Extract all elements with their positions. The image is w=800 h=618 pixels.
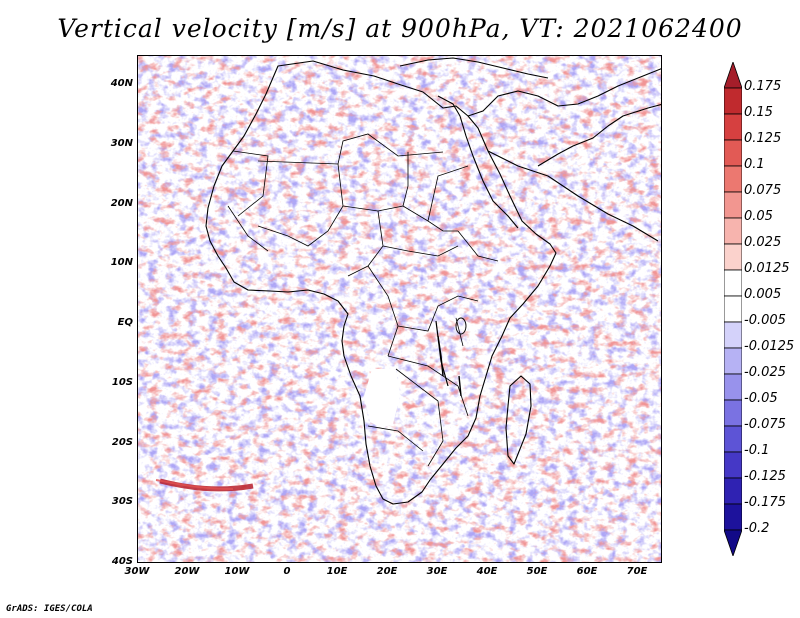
longitude-tick-label: 10E [326,566,348,577]
colorbar-swatch [724,451,742,479]
colorbar-swatch [724,503,742,531]
colorbar-tick-label: -0.005 [744,313,786,328]
longitude-tick-label: 30E [426,566,448,577]
lake-victoria [455,317,467,335]
longitude-tick-label: 50E [526,566,548,577]
lake-tanganyika [437,335,444,377]
colorbar-swatch [724,399,742,427]
country-borders [227,133,499,467]
colorbar-tick-label: -0.2 [744,521,770,536]
colorbar-swatch [724,269,742,297]
colorbar-tick-label: -0.175 [744,495,786,510]
colorbar-tick-label: 0.15 [744,105,773,120]
grads-credit: GrADS: IGES/COLA [6,604,93,614]
longitude-tick-label: 10W [224,566,250,577]
latitude-tick-label: 40N [110,78,133,89]
colorbar-swatch [724,295,742,323]
colorbar-tick-label: -0.0125 [744,339,795,354]
longitude-tick-label: 20E [376,566,398,577]
colorbar-tick-label: 0.075 [744,183,782,198]
latitude-tick-label: 40S [111,556,133,567]
colorbar-swatch [724,87,742,115]
colorbar-swatch [724,113,742,141]
latitude-tick-label: 10S [111,376,133,388]
latitude-tick-label: 20N [110,197,133,209]
colorbar-tick-label: 0.1 [744,157,765,172]
colorbar-swatch [724,347,742,375]
latitude-tick-label: 20S [111,436,133,448]
colorbar-tick-label: 0.025 [744,235,782,250]
colorbar-swatch [724,529,742,556]
africa-coastline [205,57,661,505]
data-gap-area [364,369,400,428]
longitude-tick-label: 30W [124,566,150,577]
longitude-tick-label: 70E [626,566,648,577]
colorbar-swatch [724,425,742,453]
map-title: Vertical velocity [m/s] at 900hPa, VT: 2… [57,14,743,43]
latitude-tick-label: 30N [110,137,133,149]
colorbar [724,62,742,556]
colorbar-swatch [724,62,742,89]
colorbar-swatch [724,321,742,349]
longitude-tick-label: 20W [174,566,200,577]
longitude-tick-label: 40E [476,566,498,577]
colorbar-swatch [724,243,742,271]
colorbar-tick-label: 0.005 [744,287,782,302]
longitude-tick-label: 0 [283,566,291,577]
colorbar-tick-label: 0.175 [744,79,782,94]
latitude-tick-label: EQ [117,317,133,328]
colorbar-tick-label: -0.075 [744,417,786,432]
colorbar-tick-label: 0.0125 [744,261,790,276]
colorbar-swatch [724,191,742,219]
lake-malawi [458,375,462,397]
colorbar-tick-label: -0.125 [744,469,786,484]
colorbar-swatch [724,217,742,245]
madagascar-coastline [505,375,532,465]
colorbar-tick-label: -0.05 [744,391,778,406]
colorbar-swatch [724,139,742,167]
colorbar-swatch [724,477,742,505]
colorbar-tick-label: -0.025 [744,365,786,380]
colorbar-tick-label: 0.125 [744,131,782,146]
colorbar-swatch [724,373,742,401]
latitude-tick-label: 30S [111,496,133,508]
colorbar-tick-label: -0.1 [744,443,770,458]
longitude-tick-label: 60E [576,566,598,577]
vertical-velocity-field [138,56,661,562]
map-plot-area [137,55,662,563]
colorbar-swatch [724,165,742,193]
colorbar-tick-label: 0.05 [744,209,773,224]
latitude-tick-label: 10N [110,257,133,269]
